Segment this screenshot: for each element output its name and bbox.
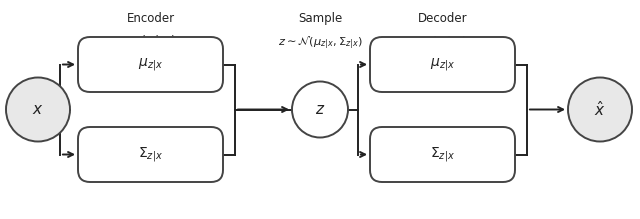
Text: $z$: $z$ — [315, 102, 325, 117]
Text: $\mu_{z|x}$: $\mu_{z|x}$ — [138, 56, 163, 73]
Text: Decoder: Decoder — [418, 12, 467, 25]
Text: $\Sigma_{z|x}$: $\Sigma_{z|x}$ — [430, 145, 455, 164]
FancyBboxPatch shape — [370, 127, 515, 182]
Text: Sample: Sample — [298, 12, 342, 25]
Circle shape — [292, 81, 348, 138]
Circle shape — [6, 78, 70, 141]
Text: $q_\phi(z\mid x)$: $q_\phi(z\mid x)$ — [125, 34, 175, 52]
FancyBboxPatch shape — [78, 127, 223, 182]
Text: $z \sim \mathcal{N}(\mu_{z|x}, \Sigma_{z|x})$: $z \sim \mathcal{N}(\mu_{z|x}, \Sigma_{z… — [278, 34, 362, 51]
Text: $\mu_{z|x}$: $\mu_{z|x}$ — [430, 56, 455, 73]
Circle shape — [568, 78, 632, 141]
FancyBboxPatch shape — [78, 37, 223, 92]
FancyBboxPatch shape — [370, 37, 515, 92]
Text: Encoder: Encoder — [127, 12, 175, 25]
Text: $x$: $x$ — [32, 102, 44, 117]
Text: $\hat{x}$: $\hat{x}$ — [594, 100, 606, 119]
Text: $p_\theta(z\mid x)$: $p_\theta(z\mid x)$ — [418, 34, 467, 51]
Text: $\Sigma_{z|x}$: $\Sigma_{z|x}$ — [138, 145, 163, 164]
